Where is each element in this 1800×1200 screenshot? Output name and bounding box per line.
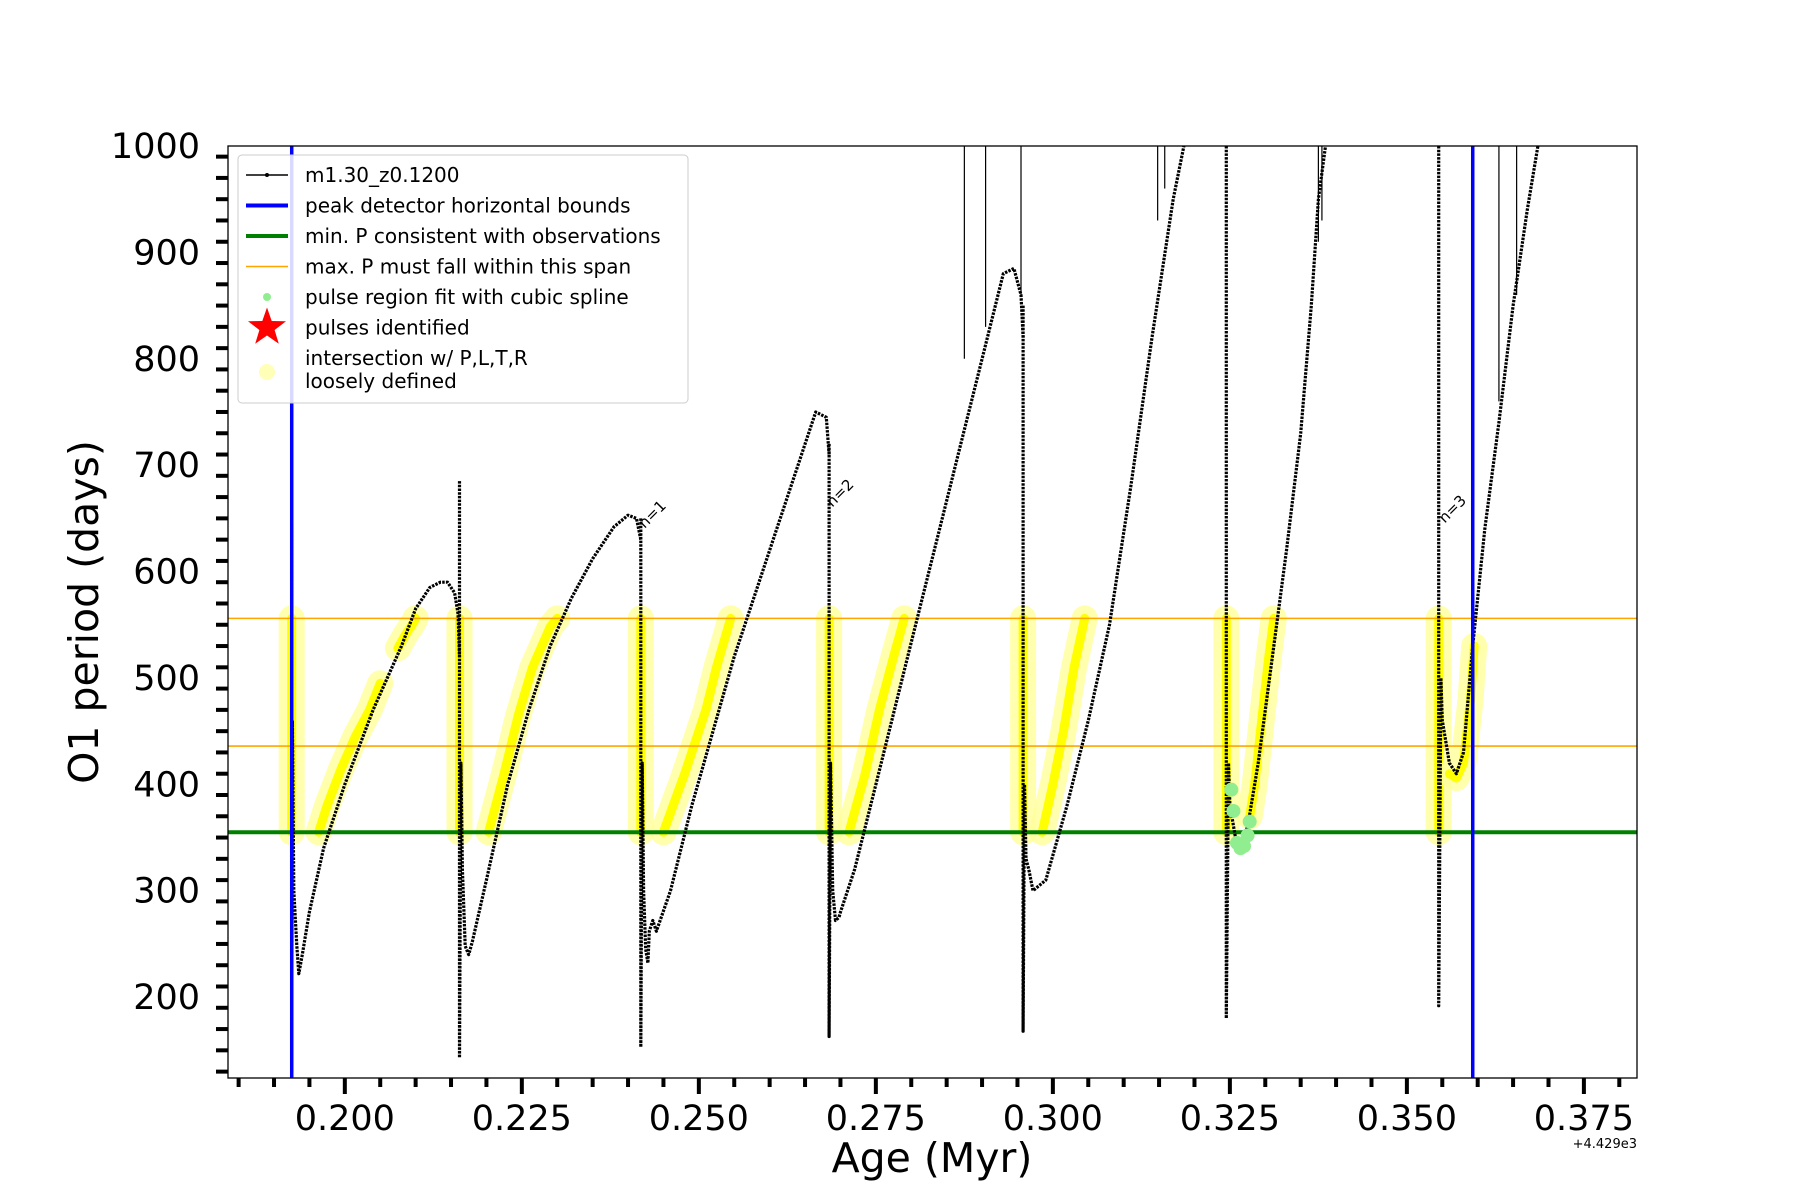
legend-handle-5	[248, 307, 286, 344]
y-tick-label: 300	[133, 872, 200, 912]
legend-label-5: pulses identified	[305, 316, 470, 340]
y-tick-label: 600	[133, 553, 200, 593]
x-tick-label: 0.300	[1003, 1099, 1103, 1139]
legend-label-6: loosely defined	[305, 369, 457, 393]
x-tick-label: 0.250	[649, 1099, 749, 1139]
yellow-segment-10	[1037, 613, 1090, 837]
legend-handle-6	[259, 364, 275, 380]
legend-label-2: min. P consistent with observations	[305, 224, 661, 248]
legend-label-4: pulse region fit with cubic spline	[305, 285, 629, 309]
x-axis-offset-label: +4.429e3	[1573, 1137, 1637, 1152]
x-axis: 0.200 0.225 0.250 0.275 0.300 0.325 0.350 0.375	[236, 1078, 1634, 1139]
period-segment-5	[1224, 146, 1328, 1021]
x-tick-label: 0.325	[1180, 1099, 1280, 1139]
period-track-layer	[290, 146, 1540, 1074]
period-segment-4	[1021, 146, 1186, 1033]
y-tick-label: 400	[133, 765, 200, 805]
period-segment-6	[1437, 146, 1540, 1008]
period-segment-1	[457, 481, 643, 1060]
plot-frame	[227, 145, 1638, 1079]
y-tick-label: 1000	[111, 127, 200, 167]
y-tick-label: 700	[133, 446, 200, 486]
spline-point-2	[1237, 839, 1252, 854]
spline-point-5	[1226, 803, 1241, 818]
legend-box	[237, 154, 689, 404]
x-tick-label: 0.200	[295, 1099, 395, 1139]
spline-point-3	[1240, 828, 1255, 843]
yellow-segment-1	[314, 678, 385, 837]
y-axis: 200 300 400 500 600 700 800 900 1000	[111, 127, 228, 1074]
y-tick-label: 800	[133, 340, 200, 380]
yellow-segment-8	[844, 613, 909, 837]
legend-label-1: peak detector horizontal bounds	[305, 194, 631, 218]
legend-handle-4	[263, 293, 271, 301]
x-tick-label: 0.350	[1357, 1099, 1457, 1139]
period-segment-2	[639, 410, 831, 1049]
legend-label-6: intersection w/ P,L,T,R	[305, 346, 528, 370]
yellow-segment-6	[658, 613, 736, 837]
plot-area	[228, 146, 1637, 1078]
yellow-segment-4	[484, 613, 562, 837]
spline-point-6	[1224, 782, 1239, 797]
cubic-spline-fit-layer	[1224, 782, 1257, 856]
x-tick-label: 0.275	[826, 1099, 926, 1139]
y-tick-label: 200	[133, 978, 200, 1018]
legend-label-3: max. P must fall within this span	[305, 255, 631, 279]
legend-marker-0	[265, 173, 269, 177]
x-axis-label: Age (Myr)	[832, 1134, 1033, 1182]
x-tick-label: 0.225	[472, 1099, 572, 1139]
y-tick-label: 900	[133, 233, 200, 273]
y-tick-label: 500	[133, 659, 200, 699]
legend-label-0: m1.30_z0.1200	[305, 163, 460, 187]
y-axis-label: O1 period (days)	[60, 440, 108, 784]
x-tick-label: 0.375	[1534, 1099, 1634, 1139]
period-segment-3	[827, 266, 1025, 1039]
spline-point-4	[1242, 814, 1257, 829]
